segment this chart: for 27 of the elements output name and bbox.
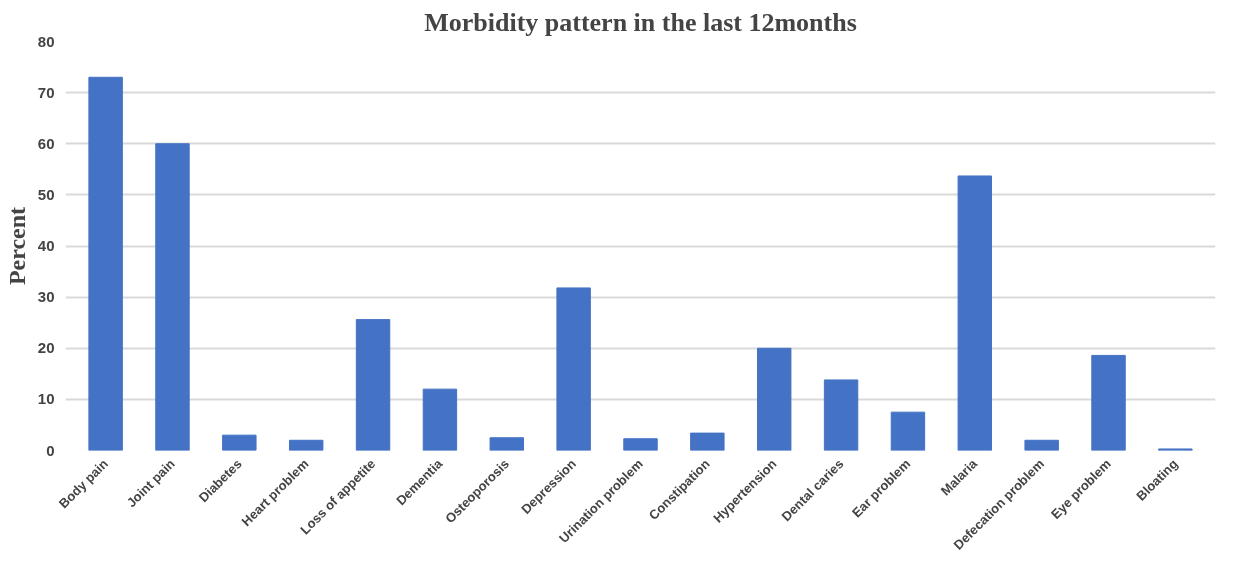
bar: [823, 379, 859, 451]
bar: [623, 438, 658, 451]
bar: [1024, 439, 1059, 451]
y-tick-label: 10: [37, 390, 55, 408]
bar: [1091, 354, 1126, 451]
y-tick-label: 80: [37, 32, 55, 50]
bar: [690, 432, 725, 451]
bar: [489, 437, 524, 451]
bar: [556, 287, 591, 451]
bar: [422, 388, 458, 451]
y-tick-label: 30: [37, 288, 55, 306]
y-tick-label: 60: [37, 134, 55, 152]
y-tick-label: 40: [37, 237, 55, 254]
bar: [355, 319, 391, 451]
y-tick-label: 50: [37, 185, 55, 203]
bar: [222, 434, 257, 451]
chart-title: Morbidity pattern in the last 12months: [424, 7, 857, 37]
y-tick-label: 20: [37, 339, 55, 357]
bar: [155, 143, 190, 451]
bar: [890, 411, 926, 451]
bar: [288, 439, 324, 451]
y-tick-label: 0: [46, 441, 55, 459]
bar: [957, 175, 993, 451]
bar: [757, 347, 792, 451]
bar: [88, 76, 123, 451]
y-axis-title: Percent: [3, 206, 30, 286]
y-tick-label: 70: [37, 83, 55, 101]
